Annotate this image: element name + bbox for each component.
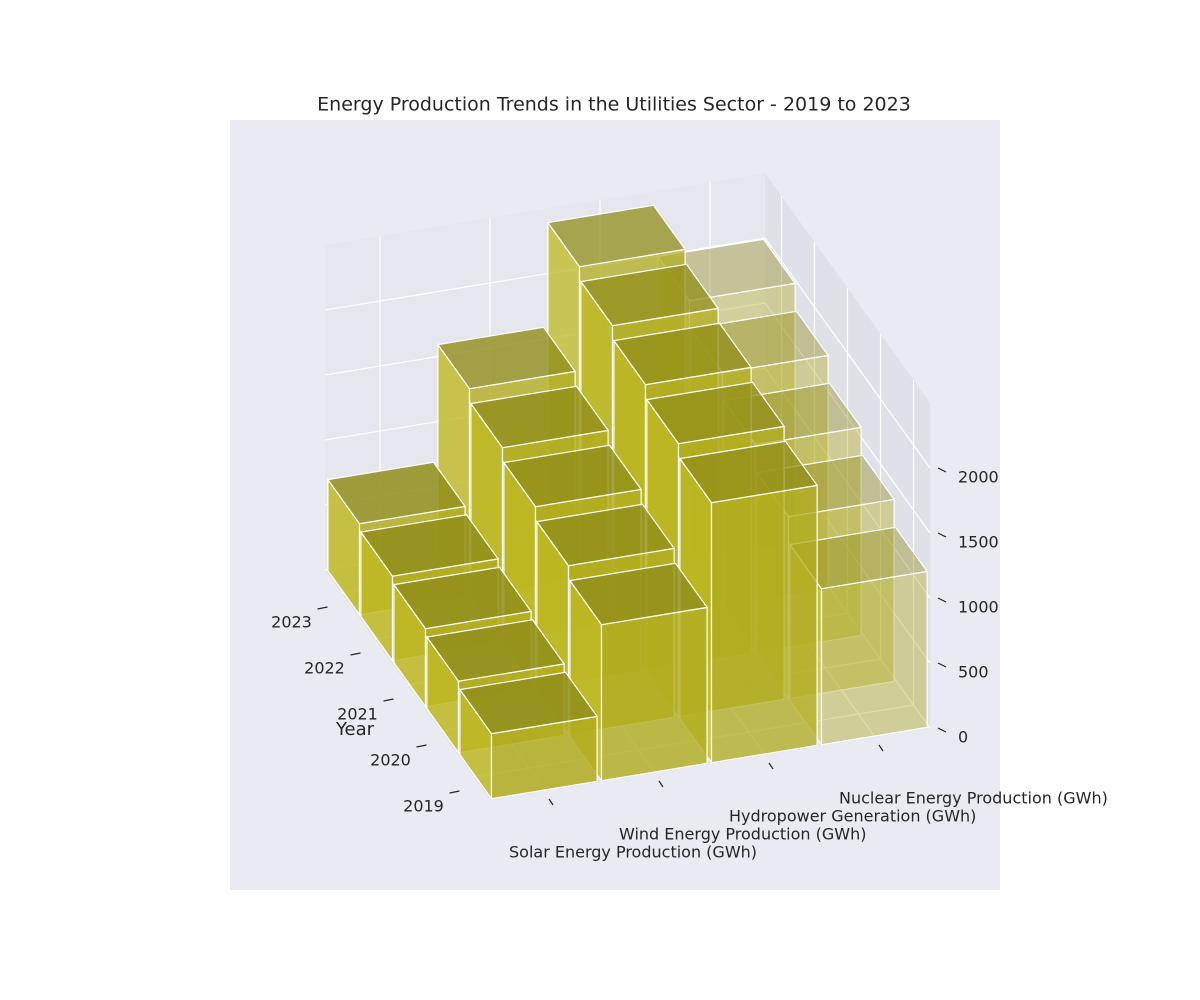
y-tick-label: 2019 <box>403 797 444 816</box>
bar-top-face <box>425 619 566 682</box>
z-tick <box>937 467 947 473</box>
z-tick-label: 500 <box>958 663 989 682</box>
bar-front-face <box>600 606 708 782</box>
bar-top-face <box>458 671 599 735</box>
bar-top-face <box>568 562 709 626</box>
z-tick <box>937 662 947 668</box>
x-tick-label: Hydropower Generation (GWh) <box>729 807 976 826</box>
x-tick-label: Nuclear Energy Production (GWh) <box>839 789 1108 808</box>
bar-top-face <box>359 514 500 577</box>
x-tick-label: Wind Energy Production (GWh) <box>619 825 866 844</box>
bar-top-face <box>392 566 533 630</box>
bar-top-face <box>535 503 676 567</box>
y-tick-label: 2020 <box>370 751 411 770</box>
y-tick <box>416 744 427 748</box>
bar-front-face <box>820 570 928 746</box>
z-tick <box>937 597 947 603</box>
y-axis-label: Year <box>335 719 375 740</box>
y-tick-label: 2022 <box>304 659 345 678</box>
y-tick-label: 2021 <box>337 705 378 724</box>
z-tick-label: 1000 <box>958 598 999 617</box>
bar-top-face <box>469 385 610 449</box>
x-tick <box>548 798 554 806</box>
bar-top-face <box>326 461 467 525</box>
x-tick <box>768 762 774 770</box>
x-tick <box>658 780 664 788</box>
z-tick-label: 0 <box>958 728 968 747</box>
y-tick <box>350 652 361 656</box>
y-tick <box>317 606 328 610</box>
bar-top-face <box>436 326 577 390</box>
z-tick <box>937 532 947 538</box>
bar <box>458 671 599 801</box>
bar-top-face <box>645 381 786 445</box>
chart-title: Energy Production Trends in the Utilitie… <box>317 94 911 116</box>
bar-top-face <box>579 263 720 327</box>
grid-line <box>324 237 766 311</box>
z-tick <box>937 727 947 733</box>
y-tick <box>449 790 460 794</box>
bar-top-face <box>502 444 643 508</box>
z-tick-label: 1500 <box>958 533 999 552</box>
bar-front-face <box>710 484 818 764</box>
y-tick-label: 2023 <box>271 613 312 632</box>
bar-top-face <box>612 322 753 386</box>
x-tick <box>878 744 884 752</box>
bar-top-face <box>546 204 687 268</box>
x-tick-label: Solar Energy Production (GWh) <box>509 843 757 862</box>
z-tick-label: 2000 <box>958 468 999 487</box>
bar-top-face <box>678 440 819 504</box>
y-tick <box>383 698 394 702</box>
